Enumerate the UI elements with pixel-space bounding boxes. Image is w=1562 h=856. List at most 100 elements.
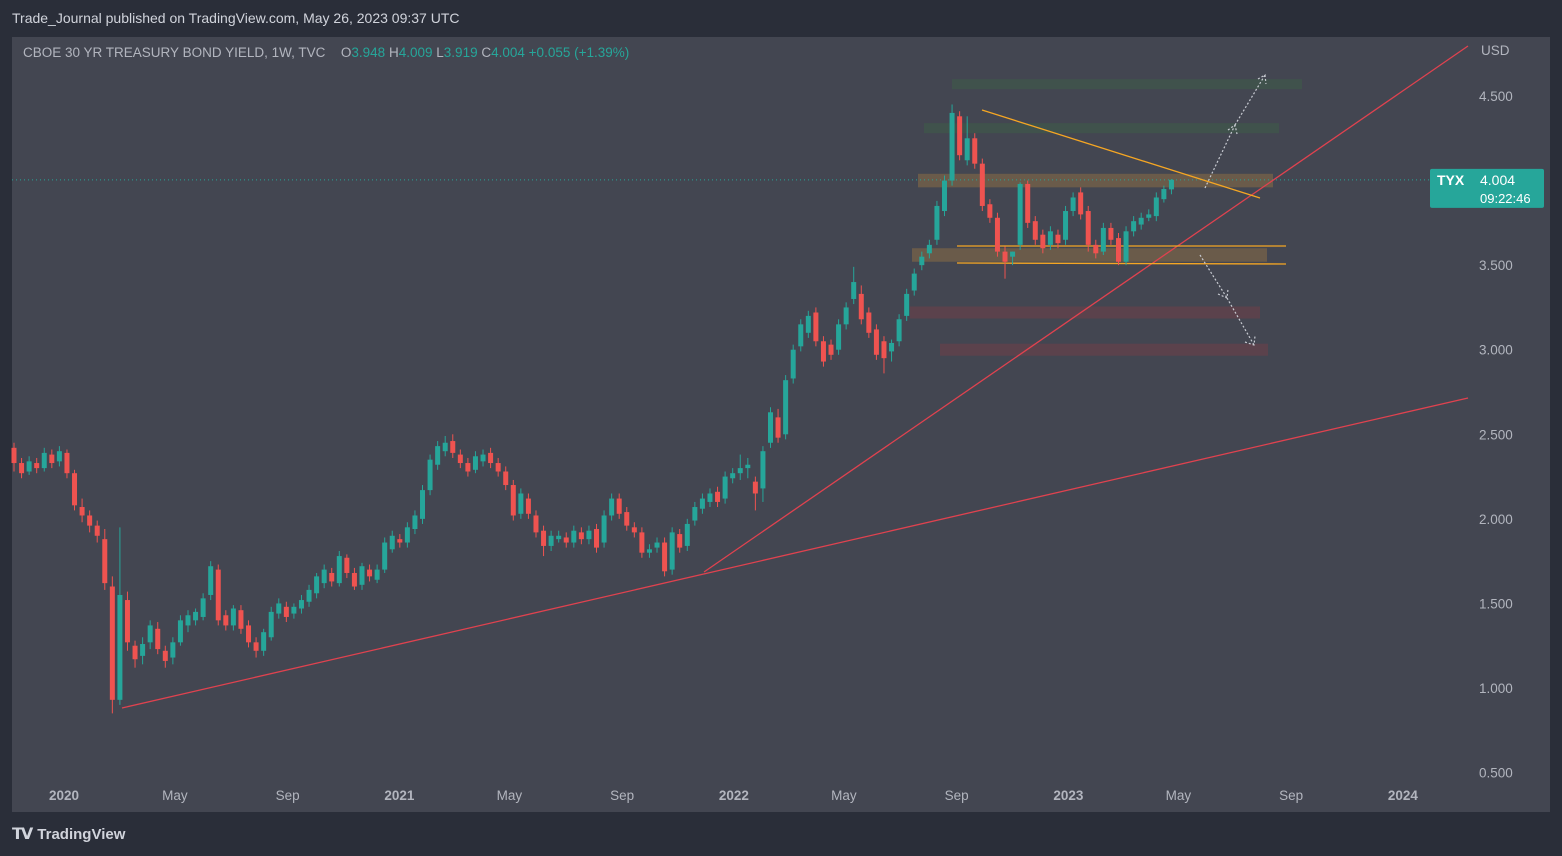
candle-body [457, 454, 463, 464]
candle-body [1115, 238, 1121, 262]
candle-body [41, 452, 47, 469]
candle-body [94, 525, 100, 536]
candle-body [397, 539, 403, 543]
candle-body [193, 611, 199, 621]
open-value: 3.948 [351, 45, 386, 60]
y-tick-label: 1.000 [1479, 681, 1513, 696]
candle-body [722, 476, 728, 499]
candle-body [359, 566, 365, 585]
price-tag-box [1430, 168, 1544, 208]
range-bottom-line [956, 262, 1287, 265]
candle-body [563, 537, 569, 543]
candle-body [298, 600, 304, 609]
candle-body [404, 527, 410, 543]
candle-body [344, 557, 350, 573]
candle-body [904, 293, 910, 316]
price-axis: USD4.5004.0003.5003.0002.5002.0001.5001.… [1479, 43, 1513, 781]
candle-body [1168, 179, 1174, 190]
candle-body [1010, 251, 1016, 257]
x-tick-label: 2024 [1388, 788, 1419, 803]
candle-body [1032, 221, 1038, 240]
candle-body [1108, 227, 1114, 240]
candle-body [533, 515, 539, 533]
x-tick-label: May [1166, 788, 1192, 803]
candle-body [843, 307, 849, 325]
candle-body [677, 534, 683, 548]
candle-body [283, 606, 289, 617]
candle-body [790, 349, 796, 379]
candle-body [1123, 231, 1129, 262]
candle-body [177, 620, 183, 643]
candle-body [571, 530, 577, 543]
support-zone [912, 248, 1267, 262]
y-tick-label: 1.500 [1479, 596, 1513, 611]
currency-label: USD [1481, 43, 1510, 58]
candle-body [858, 293, 864, 320]
candle-body [525, 498, 531, 514]
candle-body [200, 598, 206, 617]
candle-body [783, 380, 789, 435]
candle-body [768, 412, 773, 443]
candle-body [518, 493, 524, 514]
candle-body [1146, 214, 1152, 218]
candle-body [246, 625, 252, 643]
candle-body [155, 628, 161, 650]
x-tick-label: May [162, 788, 188, 803]
candle-body [208, 566, 214, 595]
candle-body [34, 463, 40, 469]
target-zone-down-2 [940, 343, 1268, 356]
low-value: 3.919 [443, 45, 478, 60]
candle-body [646, 549, 652, 553]
candle-body [926, 244, 932, 254]
candle-body [223, 615, 229, 626]
footer-brand[interactable]: 𝗧𝗩 TradingView [12, 824, 125, 844]
candle-body [306, 589, 312, 602]
candle-body [941, 180, 947, 212]
candle-body [1055, 234, 1061, 244]
candle-body [276, 603, 282, 614]
candle-body [813, 312, 819, 342]
candle-body [162, 650, 168, 661]
y-tick-label: 0.500 [1479, 766, 1513, 781]
candle-body [1085, 211, 1091, 245]
candle-body [253, 642, 259, 651]
candle-body [873, 329, 879, 355]
candle-body [26, 461, 32, 472]
candle-body [230, 608, 236, 626]
candle-body [919, 256, 925, 266]
time-axis: 2020 May Sep 2021 May Sep 2022 May Sep 2023 May Sep… [49, 788, 1418, 803]
candle-body [185, 615, 191, 626]
symbol-name: CBOE 30 YR TREASURY BOND YIELD, 1W, TVC [23, 45, 326, 60]
x-tick-label: Sep [610, 788, 634, 803]
candle-body [321, 569, 327, 584]
candle-body [1100, 227, 1106, 252]
candle-body [798, 324, 804, 347]
x-tick-label: Sep [1279, 788, 1303, 803]
candle-body [684, 523, 690, 546]
x-tick-label: May [497, 788, 523, 803]
candle-body [578, 532, 584, 540]
candle-body [1093, 244, 1099, 254]
candle-body [760, 451, 766, 489]
candle-body [72, 473, 78, 506]
candle-body [435, 446, 441, 465]
candle-body [389, 535, 395, 550]
candle-body [450, 441, 456, 453]
target-zone-up-1 [924, 123, 1279, 134]
x-tick-label: 2023 [1053, 788, 1084, 803]
candle-body [987, 204, 993, 218]
candle-body [548, 535, 554, 546]
candle-body [1063, 211, 1069, 240]
candle-body [881, 341, 887, 359]
candle-body [1002, 251, 1008, 262]
zones-layer [910, 79, 1302, 356]
price-tag-ticker: TYX [1437, 172, 1465, 188]
y-tick-label: 2.500 [1479, 427, 1513, 442]
y-tick-label: 2.000 [1479, 512, 1513, 527]
x-tick-label: 2022 [719, 788, 749, 803]
symbol-legend[interactable]: CBOE 30 YR TREASURY BOND YIELD, 1W, TVC … [23, 45, 629, 60]
candle-body [692, 507, 698, 521]
high-label: H [388, 45, 399, 60]
candle-body [170, 642, 176, 658]
